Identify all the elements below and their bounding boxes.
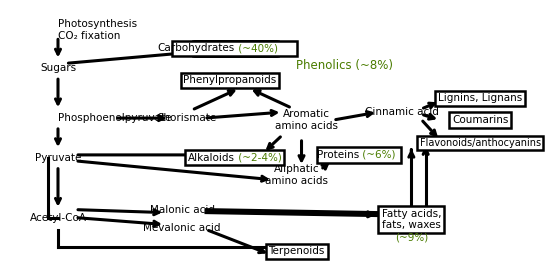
Text: Chorismate: Chorismate: [157, 113, 217, 123]
Text: Photosynthesis: Photosynthesis: [58, 19, 137, 29]
Text: Sugars: Sugars: [40, 63, 76, 73]
Text: Phenylpropanoids: Phenylpropanoids: [183, 75, 277, 85]
Text: (~2-4%): (~2-4%): [235, 153, 282, 163]
Text: Proteins (~6%): Proteins (~6%): [320, 150, 398, 160]
Text: Aromatic
amino acids: Aromatic amino acids: [275, 109, 338, 131]
Text: Carbohydrates: Carbohydrates: [196, 43, 273, 53]
Text: Carbohydrates: Carbohydrates: [157, 43, 235, 53]
Text: (~9%): (~9%): [395, 232, 428, 242]
Text: Coumarins: Coumarins: [452, 115, 508, 125]
Text: Terpenoids: Terpenoids: [268, 247, 325, 256]
Text: Acetyl-CoA: Acetyl-CoA: [30, 212, 86, 222]
Text: Aliphatic
amino acids: Aliphatic amino acids: [265, 164, 328, 185]
Text: Carbohydrates: Carbohydrates: [198, 43, 275, 53]
Text: Flavonoids/anthocyanins: Flavonoids/anthocyanins: [420, 138, 541, 148]
Text: (~6%): (~6%): [359, 150, 395, 160]
Text: Alkaloids: Alkaloids: [188, 153, 235, 163]
Text: Mevalonic acid: Mevalonic acid: [144, 222, 221, 232]
Text: CO₂ fixation: CO₂ fixation: [58, 31, 120, 40]
Text: Pyruvate: Pyruvate: [35, 153, 81, 163]
Text: Carbohydrates (~40%): Carbohydrates (~40%): [174, 43, 295, 53]
Text: (~40%): (~40%): [235, 43, 278, 53]
Text: Alkaloids (~2-4%): Alkaloids (~2-4%): [188, 153, 282, 163]
Text: Cinnamic acid: Cinnamic acid: [365, 107, 439, 117]
Text: Phosphoenolpyruvate: Phosphoenolpyruvate: [58, 113, 172, 123]
Text: Malonic acid: Malonic acid: [150, 205, 214, 215]
Text: Fatty acids,
fats, waxes: Fatty acids, fats, waxes: [382, 209, 441, 230]
Text: Proteins: Proteins: [317, 150, 359, 160]
Text: Phenolics (~8%): Phenolics (~8%): [296, 59, 393, 72]
Text: Lignins, Lignans: Lignins, Lignans: [438, 93, 522, 103]
